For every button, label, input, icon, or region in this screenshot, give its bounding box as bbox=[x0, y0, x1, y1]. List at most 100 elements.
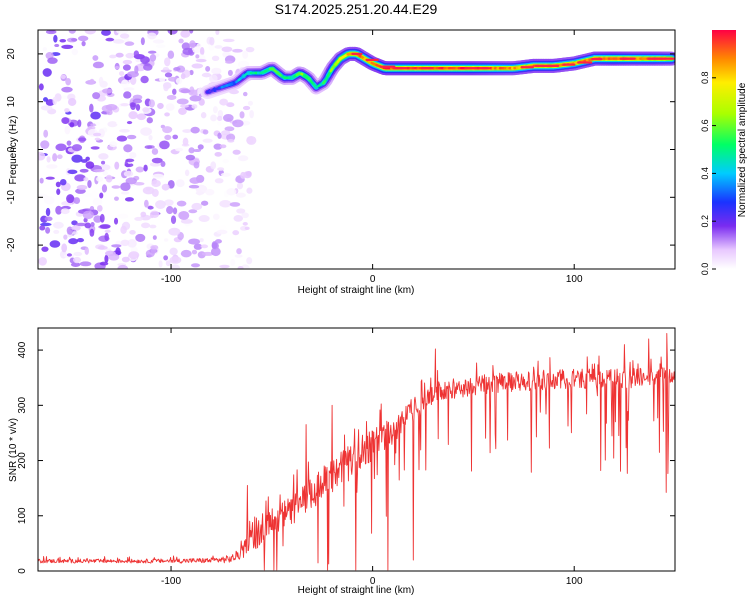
spectrogram-noise-cell bbox=[140, 211, 147, 218]
spectrogram-noise-cell bbox=[52, 153, 58, 162]
spectrogram-noise-cell bbox=[227, 69, 233, 77]
spectrogram-ylabel: Frequency (Hz) bbox=[8, 116, 19, 185]
spectrogram-noise-cell bbox=[61, 243, 68, 253]
spectrogram-noise-cell bbox=[84, 222, 92, 229]
spectrogram-noise-cell bbox=[64, 108, 70, 113]
spectrogram-noise-cell bbox=[214, 178, 224, 184]
spectrogram-noise-cell bbox=[214, 239, 222, 244]
spectrogram-noise-cell bbox=[247, 100, 254, 106]
spectrogram-noise-cell bbox=[99, 192, 104, 199]
spectrogram-noise-cell bbox=[118, 71, 125, 76]
spectrogram-noise-cell bbox=[71, 144, 83, 152]
spectrogram-noise-cell bbox=[185, 154, 196, 161]
spectrogram-noise-cell bbox=[229, 202, 241, 207]
spectrogram-noise-cell bbox=[155, 200, 166, 209]
spectrogram-noise-cell bbox=[133, 50, 140, 57]
spectrogram-noise-cell bbox=[109, 54, 117, 59]
spectrogram-noise-cell bbox=[155, 44, 166, 49]
spectrogram-noise-cell bbox=[115, 52, 124, 58]
spectrogram-noise-cell bbox=[66, 140, 72, 146]
spectrogram-noise-cell bbox=[211, 67, 222, 75]
spectrogram-noise-cell bbox=[158, 260, 163, 268]
spectrogram-noise-cell bbox=[175, 147, 184, 152]
snr-series-line bbox=[38, 333, 675, 571]
spectrogram-noise-cell bbox=[182, 47, 193, 56]
spectrogram-noise-cell bbox=[116, 135, 128, 142]
spectrogram-noise-cell bbox=[151, 157, 163, 164]
spectrogram-noise-cell bbox=[189, 69, 194, 76]
spectrogram-noise-cell bbox=[43, 129, 49, 138]
colorbar-tick-label: 0.6 bbox=[700, 119, 710, 132]
spectrogram-noise-cell bbox=[70, 262, 81, 267]
spectrogram-noise-cell bbox=[220, 172, 231, 177]
spectrogram-noise-cell bbox=[101, 160, 106, 165]
spectrogram-noise-cell bbox=[114, 161, 120, 170]
spectrogram-noise-cell bbox=[143, 63, 153, 71]
spectrogram-noise-cell bbox=[222, 159, 229, 164]
spectrogram-noise-cell bbox=[225, 60, 233, 64]
snr-xtick-label: 0 bbox=[370, 576, 376, 587]
spectrogram-noise-cell bbox=[210, 247, 221, 257]
spectrogram-noise-cell bbox=[200, 244, 209, 249]
spectrogram-noise-cell bbox=[128, 111, 138, 120]
spectrogram-marks bbox=[38, 30, 675, 269]
spectrogram-noise-cell bbox=[90, 222, 95, 227]
spectrogram-noise-cell bbox=[169, 256, 182, 264]
spectrogram-noise-cell bbox=[95, 121, 101, 126]
spectrogram-noise-cell bbox=[113, 217, 119, 225]
spectrogram-ytick-label: -20 bbox=[6, 237, 17, 252]
spectrogram-noise-cell bbox=[105, 37, 115, 42]
spectrogram-noise-cell bbox=[101, 88, 113, 94]
spectrogram-noise-cell bbox=[188, 184, 200, 189]
spectrogram-noise-cell bbox=[190, 126, 200, 134]
spectrogram-noise-cell bbox=[38, 83, 44, 91]
spectrogram-noise-cell bbox=[76, 237, 85, 243]
spectrogram-noise-cell bbox=[142, 107, 150, 113]
spectrogram-noise-cell bbox=[59, 39, 67, 43]
spectrogram-noise-cell bbox=[99, 224, 111, 229]
spectrogram-noise-cell bbox=[201, 72, 212, 78]
spectrogram-noise-cell bbox=[246, 257, 253, 265]
spectrogram-noise-cell bbox=[43, 196, 55, 205]
spectrogram-ytick-label: 20 bbox=[6, 48, 17, 60]
spectrogram-noise-cell bbox=[55, 181, 61, 188]
spectrogram-noise-cell bbox=[242, 50, 249, 59]
spectrogram-noise-cell bbox=[144, 145, 153, 149]
spectrogram-noise-cell bbox=[193, 148, 202, 153]
spectrogram-noise-cell bbox=[82, 210, 94, 220]
spectrogram-noise-cell bbox=[237, 155, 249, 162]
spectrogram-noise-cell bbox=[68, 30, 76, 34]
spectrogram-noise-cell bbox=[71, 225, 81, 231]
spectrogram-noise-cell bbox=[241, 212, 249, 219]
spectrogram-noise-cell bbox=[212, 106, 218, 114]
spectrogram-noise-cell bbox=[123, 144, 133, 153]
spectrogram-noise-cell bbox=[115, 247, 121, 256]
spectrogram-noise-cell bbox=[111, 244, 122, 248]
spectrogram-noise-cell bbox=[190, 263, 201, 268]
spectrogram-noise-cell bbox=[42, 47, 47, 52]
spectrogram-noise-cell bbox=[102, 171, 108, 176]
spectrogram-noise-cell bbox=[117, 264, 129, 269]
spectrogram-noise-cell bbox=[119, 128, 130, 133]
spectrogram-ytick-label: 0 bbox=[6, 146, 17, 152]
spectrogram-noise-cell bbox=[101, 184, 108, 193]
spectrogram-noise-cell bbox=[151, 148, 159, 155]
spectrogram-noise-cell bbox=[164, 112, 170, 117]
spectrogram-noise-cell bbox=[134, 65, 139, 74]
spectrogram-noise-cell bbox=[221, 46, 233, 53]
spectrogram-noise-cell bbox=[189, 30, 194, 34]
spectrogram-noise-cell bbox=[175, 179, 185, 188]
spectrogram-noise-cell bbox=[172, 134, 179, 140]
spectrogram-noise-cell bbox=[60, 208, 70, 215]
spectrogram-noise-cell bbox=[73, 197, 81, 205]
spectrogram-noise-cell bbox=[120, 239, 130, 247]
spectrogram-noise-cell bbox=[176, 98, 189, 105]
spectrogram-noise-cell bbox=[199, 46, 205, 56]
spectrogram-noise-cell bbox=[163, 66, 169, 71]
spectrogram-noise-cell bbox=[211, 55, 220, 61]
spectrogram-noise-cell bbox=[239, 111, 245, 119]
spectrogram-noise-cell bbox=[96, 176, 104, 182]
spectrogram-noise-cell bbox=[215, 30, 220, 35]
spectrogram-noise-cell bbox=[191, 104, 198, 109]
